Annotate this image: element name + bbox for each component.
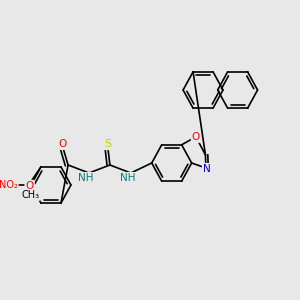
Text: CH₃: CH₃	[22, 190, 40, 200]
Text: O: O	[192, 132, 200, 142]
Text: N: N	[203, 164, 211, 174]
Text: S: S	[104, 139, 112, 149]
Text: O: O	[26, 181, 34, 191]
Text: NH: NH	[78, 173, 94, 183]
Text: NH: NH	[120, 173, 136, 183]
Text: NO₂: NO₂	[0, 180, 18, 190]
Text: O: O	[58, 139, 67, 149]
